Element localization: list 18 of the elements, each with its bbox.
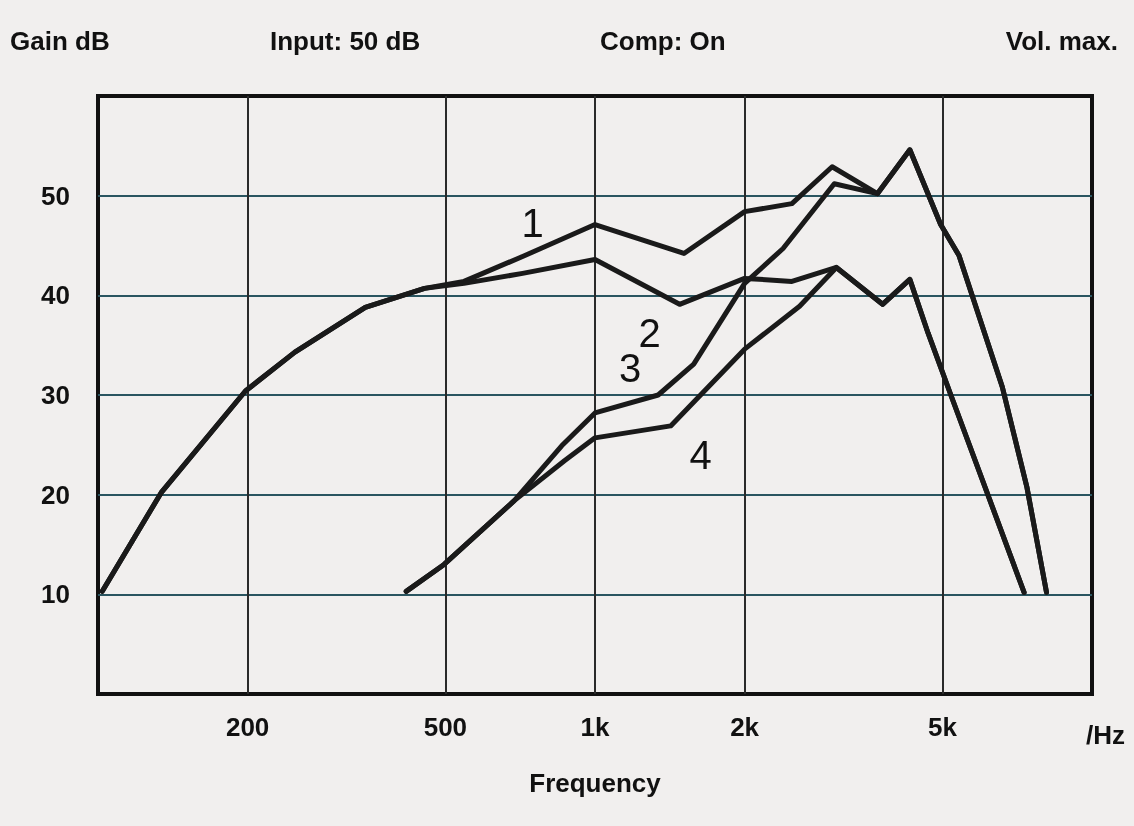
text: /Hz [1086,720,1125,750]
series-label: 1 [521,201,544,246]
y-tick-label: 10 [41,579,70,610]
x-tick-label: 2k [730,712,760,742]
y-tick-label: 30 [41,380,70,410]
y-tick-label: 40 [41,280,70,311]
y-axis-title: Gain dB [10,26,110,56]
series-label: 4 [689,432,712,477]
x-axis-title: Frequency [529,768,662,798]
text: Input: 50 dB [270,26,421,56]
x-tick-label: 200 [225,712,270,742]
y-tick-label: 20 [41,479,70,510]
text: Comp: On [600,26,726,56]
x-tick-label: 1k [580,712,610,742]
x-tick-label: 500 [423,712,468,742]
text: Vol. max. [1005,26,1118,56]
y-tick-label: 50 [41,180,70,211]
x-tick-label: 5k [927,712,958,742]
